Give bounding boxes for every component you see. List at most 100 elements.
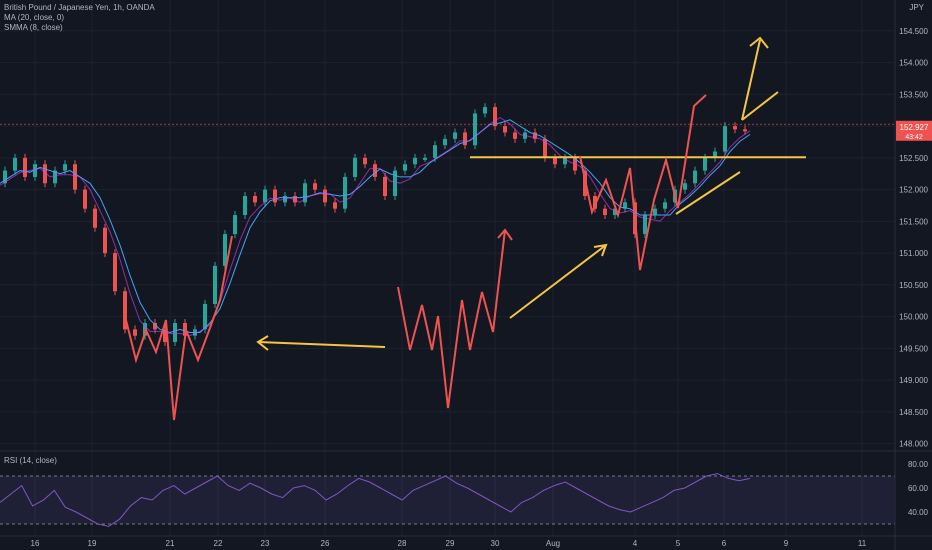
- candle-body: [423, 157, 427, 160]
- candle-body: [403, 164, 407, 171]
- candle-body: [43, 164, 47, 184]
- x-tick-label: Aug: [546, 539, 560, 548]
- x-tick-label: 9: [784, 539, 789, 548]
- candle-body: [343, 176, 347, 209]
- rsi-legend: RSI (14, close): [4, 456, 57, 465]
- candle-body: [513, 132, 517, 139]
- candle-body: [333, 202, 337, 209]
- rsi-band: [0, 476, 895, 524]
- candle-body: [683, 183, 687, 190]
- candle-body: [553, 157, 557, 165]
- candle-body: [723, 126, 727, 152]
- x-tick-label: 28: [398, 539, 407, 548]
- y-tick-label: 152.500: [899, 154, 928, 163]
- x-tick-label: 23: [261, 539, 270, 548]
- x-tick-label: 22: [214, 539, 223, 548]
- arrow-up-right: [509, 244, 607, 319]
- candle-body: [433, 145, 437, 158]
- candle-body: [53, 170, 57, 184]
- candle-body: [623, 202, 627, 209]
- currency-label: JPY: [909, 3, 924, 12]
- y-tick-label: 148.500: [899, 408, 928, 417]
- candle-body: [373, 164, 377, 177]
- trendline-upper: [741, 91, 779, 121]
- candle-body: [733, 126, 737, 130]
- candle-body: [453, 132, 457, 139]
- candle-body: [233, 215, 237, 235]
- zigzag-head: [497, 228, 513, 241]
- candle-body: [713, 151, 717, 158]
- candle-body: [83, 189, 87, 209]
- legend-ma: MA (20, close, 0): [4, 13, 65, 22]
- candle-body: [203, 303, 207, 330]
- candle-body: [143, 322, 147, 336]
- x-tick-label: 29: [446, 539, 455, 548]
- candle-body: [253, 195, 257, 203]
- price-tag: [896, 120, 932, 141]
- chart-legend: British Pound / Japanese Yen, 1h, OANDA …: [4, 3, 155, 33]
- candle-body: [393, 170, 397, 196]
- candle-body: [303, 183, 307, 203]
- candle-body: [123, 291, 127, 330]
- candle-body: [653, 208, 657, 216]
- price-tag-value: 152.927: [900, 123, 929, 132]
- arrow-target: [741, 39, 761, 121]
- legend-symbol: British Pound / Japanese Yen, 1h, OANDA: [4, 3, 155, 12]
- candle-body: [563, 157, 567, 165]
- candle-body: [13, 157, 17, 171]
- y-tick-label: 153.500: [899, 90, 928, 99]
- candle-body: [663, 202, 667, 209]
- zigzag-wave: [397, 229, 506, 409]
- y-tick-label: 148.000: [899, 440, 928, 449]
- x-tick-label: 26: [321, 539, 330, 548]
- arrow-left: [257, 341, 386, 348]
- candle-body: [543, 138, 547, 158]
- candle-body: [3, 170, 7, 184]
- x-tick-label: 6: [722, 539, 727, 548]
- candle-body: [133, 329, 137, 336]
- y-tick-label: 149.000: [899, 376, 928, 385]
- rsi-tick-label: 40.00: [908, 508, 929, 517]
- candle-body: [503, 126, 507, 133]
- candle-body: [363, 157, 367, 165]
- candle-body: [353, 157, 357, 177]
- candle-body: [383, 176, 387, 196]
- candle-body: [223, 234, 227, 266]
- candle-body: [263, 189, 267, 203]
- arrow-left-head: [256, 335, 269, 351]
- candle-body: [173, 322, 177, 343]
- candle-body: [693, 170, 697, 184]
- candle-body: [643, 215, 647, 235]
- y-tick-label: 154.500: [899, 27, 928, 36]
- candle-body: [323, 189, 327, 203]
- candle-body: [463, 132, 467, 146]
- x-tick-label: 5: [676, 539, 681, 548]
- rsi-tick-label: 80.00: [908, 460, 929, 469]
- candle-body: [153, 322, 157, 330]
- candle-body: [63, 164, 67, 171]
- x-tick-label: 11: [858, 539, 867, 548]
- candle-body: [243, 195, 247, 216]
- candle-body: [93, 208, 97, 228]
- candle-body: [613, 208, 617, 216]
- candle-body: [703, 157, 707, 171]
- trendline: [675, 171, 741, 215]
- y-tick-label: 152.000: [899, 186, 928, 195]
- x-tick-label: 16: [31, 539, 40, 548]
- candle-body: [163, 329, 167, 343]
- x-tick-label: 4: [633, 539, 638, 548]
- x-tick-label: 21: [166, 539, 175, 548]
- candle-body: [73, 164, 77, 190]
- candle-body: [443, 138, 447, 146]
- candle-body: [743, 129, 747, 132]
- candle-body: [533, 132, 537, 139]
- x-tick-label: 19: [88, 539, 97, 548]
- candle-body: [113, 253, 117, 292]
- rsi-tick-label: 60.00: [908, 484, 929, 493]
- zigzag-right: [579, 94, 707, 271]
- rsi-line: [0, 473, 751, 527]
- y-tick-label: 154.000: [899, 59, 928, 68]
- candle-body: [603, 208, 607, 216]
- candle-body: [103, 227, 107, 254]
